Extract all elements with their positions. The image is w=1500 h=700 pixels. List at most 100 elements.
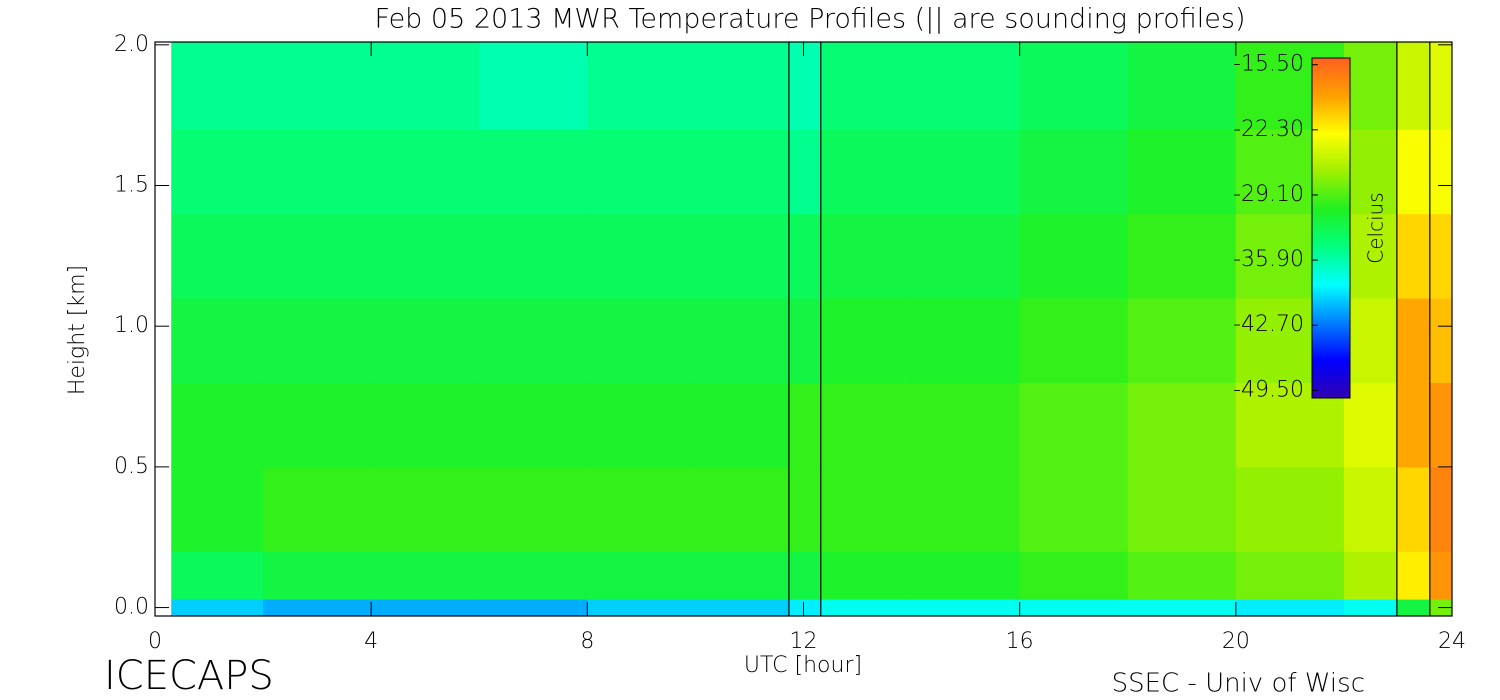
x-tick-label: 0: [148, 629, 162, 654]
heat-cell: [1127, 466, 1237, 552]
heat-cell: [371, 382, 480, 468]
heat-cell: [587, 129, 696, 215]
colorbar-tick-label: -49.50: [1233, 377, 1304, 402]
heat-cell: [1019, 466, 1129, 552]
x-tick-label: 4: [364, 629, 378, 654]
heat-cell: [695, 466, 790, 552]
heat-cell: [788, 213, 822, 299]
heat-cell: [1127, 42, 1237, 130]
x-tick-label: 8: [580, 629, 594, 654]
heat-cell: [479, 129, 588, 215]
heat-cell: [263, 42, 372, 130]
footer-left: ICECAPS: [104, 653, 274, 699]
heat-cell: [1019, 298, 1129, 383]
heat-cell: [1019, 213, 1129, 299]
heat-cell: [788, 298, 822, 383]
heat-cell: [1396, 382, 1431, 468]
heat-cell: [788, 551, 822, 600]
heat-cell: [820, 382, 913, 468]
heat-cell: [587, 466, 696, 552]
heat-cell: [695, 42, 790, 130]
heat-cell: [587, 42, 696, 130]
heat-cell: [171, 129, 264, 215]
y-tick-label: 0.0: [114, 595, 149, 620]
heat-cell: [1429, 213, 1453, 299]
heat-cell: [171, 298, 264, 383]
heat-cell: [1019, 551, 1129, 600]
heat-cell: [911, 382, 1021, 468]
heat-cell: [371, 551, 480, 600]
heat-cell: [171, 466, 264, 552]
heat-cell: [911, 599, 1021, 617]
heat-cell: [479, 382, 588, 468]
heat-cell: [911, 129, 1021, 215]
heat-cell: [1127, 382, 1237, 468]
heat-cell: [911, 213, 1021, 299]
heat-cell: [911, 551, 1021, 600]
heat-cell: [695, 382, 790, 468]
heat-cell: [1343, 599, 1398, 617]
colorbar-tick-label: -29.10: [1233, 182, 1304, 207]
heat-cell: [1396, 42, 1431, 130]
heat-cell: [820, 599, 913, 617]
heat-cell: [1343, 298, 1398, 383]
heat-cell: [1019, 382, 1129, 468]
heat-cell: [479, 599, 588, 617]
heat-cell: [1019, 129, 1129, 215]
heat-cell: [1429, 382, 1453, 468]
y-tick-label: 0.5: [114, 454, 149, 479]
heat-cell: [1127, 298, 1237, 383]
heat-cell: [171, 551, 264, 600]
heat-cell: [1235, 599, 1345, 617]
heat-cell: [1127, 129, 1237, 215]
colorbar: [1311, 57, 1351, 399]
y-tick-label: 1.0: [114, 313, 149, 338]
heat-cell: [587, 213, 696, 299]
heat-cell: [171, 382, 264, 468]
heat-cell: [788, 129, 822, 215]
heat-cell: [263, 599, 372, 617]
heat-cell: [820, 42, 913, 130]
heat-cell: [371, 466, 480, 552]
y-axis-label: Height [km]: [65, 265, 90, 395]
heat-cell: [263, 551, 372, 600]
colorbar-tick-label: -35.90: [1233, 247, 1304, 272]
heat-cell: [911, 466, 1021, 552]
heat-cell: [371, 213, 480, 299]
heat-cell: [1396, 298, 1431, 383]
heat-cell: [371, 42, 480, 130]
chart-title: Feb 05 2013 MWR Temperature Profiles (||…: [375, 4, 1246, 35]
heat-cell: [1343, 466, 1398, 552]
heat-cell: [371, 129, 480, 215]
heat-cell: [1429, 42, 1453, 130]
heat-cell: [171, 213, 264, 299]
heat-cell: [1343, 129, 1398, 215]
heat-cell: [695, 551, 790, 600]
heat-cell: [1429, 298, 1453, 383]
heat-cell: [479, 466, 588, 552]
heat-cell: [911, 42, 1021, 130]
heat-cell: [1343, 213, 1398, 299]
heat-cell: [1396, 551, 1431, 600]
x-tick-label: 24: [1438, 629, 1466, 654]
heat-cell: [479, 213, 588, 299]
x-tick-label: 16: [1006, 629, 1034, 654]
heat-cell: [820, 466, 913, 552]
heat-cell: [911, 298, 1021, 383]
heat-cell: [695, 599, 790, 617]
heat-cell: [263, 129, 372, 215]
heat-cell: [1429, 129, 1453, 215]
heat-cell: [695, 129, 790, 215]
heat-cell: [587, 599, 696, 617]
y-tick-label: 2.0: [114, 32, 149, 57]
x-tick-label: 12: [790, 629, 818, 654]
heat-cell: [263, 213, 372, 299]
heat-cell: [1343, 382, 1398, 468]
heat-cell: [1127, 551, 1237, 600]
heat-cell: [1019, 42, 1129, 130]
heat-cell: [479, 551, 588, 600]
heat-cell: [695, 298, 790, 383]
colorbar-tick-label: -15.50: [1233, 52, 1304, 77]
heat-cell: [371, 599, 480, 617]
